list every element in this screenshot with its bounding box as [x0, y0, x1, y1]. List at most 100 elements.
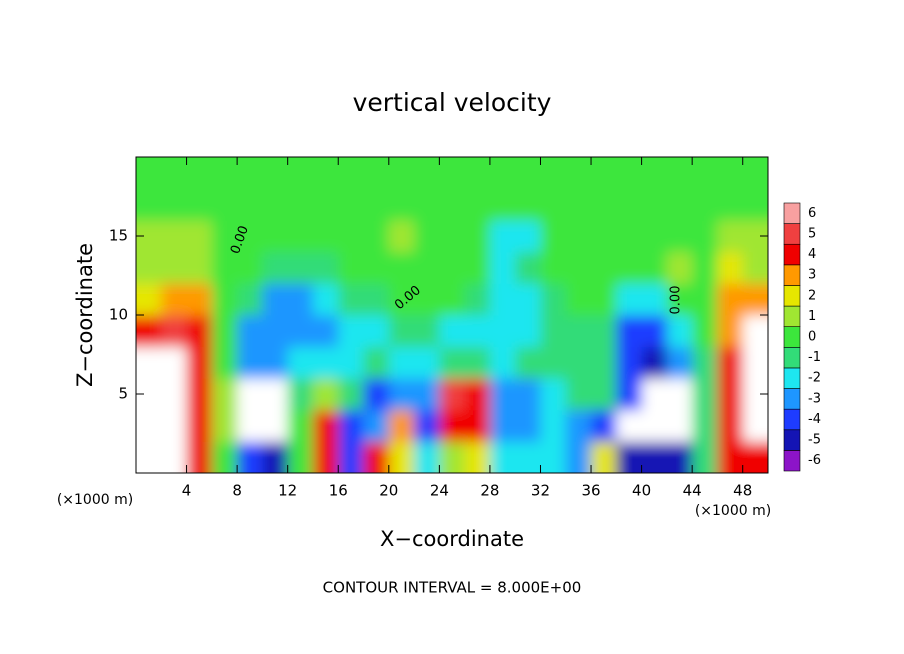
cell	[489, 188, 516, 221]
cell	[414, 251, 440, 284]
cell	[591, 315, 617, 348]
cell	[515, 157, 541, 190]
cell	[515, 378, 541, 411]
cell	[186, 251, 213, 284]
cell	[717, 251, 744, 284]
cell	[464, 220, 491, 253]
cell	[616, 220, 643, 253]
cell	[692, 220, 718, 253]
colorbar-box	[783, 223, 801, 245]
colorbar-label: 2	[808, 288, 816, 303]
cell	[565, 220, 592, 253]
cell	[237, 378, 263, 411]
cell	[742, 283, 768, 316]
cell	[363, 220, 390, 253]
cell	[211, 315, 238, 348]
cell	[692, 251, 718, 284]
cell	[540, 251, 567, 284]
cell	[161, 409, 188, 442]
cell	[414, 315, 440, 348]
cell	[363, 378, 390, 411]
cell	[540, 315, 567, 348]
x-tick-label: 12	[278, 482, 297, 500]
cell	[616, 251, 643, 284]
cell	[540, 220, 567, 253]
cell	[439, 220, 466, 253]
y-tick-label: 10	[109, 306, 128, 324]
cell	[161, 315, 188, 348]
cell	[591, 346, 617, 379]
x-tick-label: 28	[480, 482, 499, 500]
x-tick-label: 44	[683, 482, 702, 500]
cell	[666, 283, 693, 316]
cell	[363, 409, 390, 442]
cell	[742, 409, 768, 442]
cell	[742, 315, 768, 348]
cell	[439, 409, 466, 442]
cell	[717, 283, 744, 316]
cell	[312, 315, 339, 348]
cell	[186, 157, 213, 190]
cell	[363, 251, 390, 284]
cell	[717, 378, 744, 411]
cell	[136, 157, 162, 190]
cell	[312, 441, 339, 473]
cell	[414, 188, 440, 221]
cell	[312, 157, 339, 190]
cell	[742, 346, 768, 379]
colorbar-label: -5	[808, 433, 821, 448]
cell	[287, 315, 314, 348]
cell	[388, 409, 415, 442]
colorbar-label: 1	[808, 309, 816, 324]
cell	[540, 157, 567, 190]
cell	[186, 441, 213, 473]
cell	[616, 157, 643, 190]
cell	[237, 441, 263, 473]
cell	[262, 409, 289, 442]
cell	[540, 188, 567, 221]
cell	[464, 157, 491, 190]
cell	[489, 346, 516, 379]
cell	[388, 251, 415, 284]
cell	[489, 251, 516, 284]
colorbar-box	[783, 243, 801, 266]
cell	[717, 315, 744, 348]
cell	[211, 251, 238, 284]
cell	[515, 441, 541, 473]
field	[136, 157, 768, 473]
cell	[312, 188, 339, 221]
cell	[363, 283, 390, 316]
cell	[388, 157, 415, 190]
cell	[338, 346, 365, 379]
cell	[439, 315, 466, 348]
cell	[136, 251, 162, 284]
cell	[262, 441, 289, 473]
cell	[717, 188, 744, 221]
cell	[237, 251, 263, 284]
x-tick-label: 24	[430, 482, 449, 500]
cell	[136, 346, 162, 379]
x-tick-label: 48	[733, 482, 752, 500]
cell	[186, 409, 213, 442]
cell	[666, 188, 693, 221]
colorbar-label: 0	[808, 330, 816, 345]
cell	[666, 441, 693, 473]
cell	[262, 346, 289, 379]
cell	[161, 188, 188, 221]
cell	[565, 346, 592, 379]
cell	[161, 220, 188, 253]
cell	[692, 315, 718, 348]
cell	[641, 251, 668, 284]
cell	[616, 409, 643, 442]
cell	[464, 315, 491, 348]
colorbar-box	[783, 408, 801, 431]
cell	[565, 251, 592, 284]
cell	[439, 188, 466, 221]
cell	[338, 283, 365, 316]
cell	[540, 283, 567, 316]
colorbar-box	[783, 429, 801, 451]
cell	[186, 283, 213, 316]
cell	[641, 220, 668, 253]
cell	[414, 157, 440, 190]
cell	[641, 441, 668, 473]
